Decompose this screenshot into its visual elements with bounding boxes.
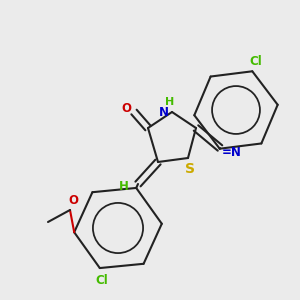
- Text: Cl: Cl: [95, 274, 108, 286]
- Text: O: O: [68, 194, 78, 208]
- Text: H: H: [165, 97, 175, 107]
- Text: N: N: [159, 106, 169, 118]
- Text: O: O: [121, 101, 131, 115]
- Text: =N: =N: [222, 146, 242, 158]
- Text: Cl: Cl: [249, 55, 262, 68]
- Text: H: H: [119, 179, 129, 193]
- Text: S: S: [185, 162, 195, 176]
